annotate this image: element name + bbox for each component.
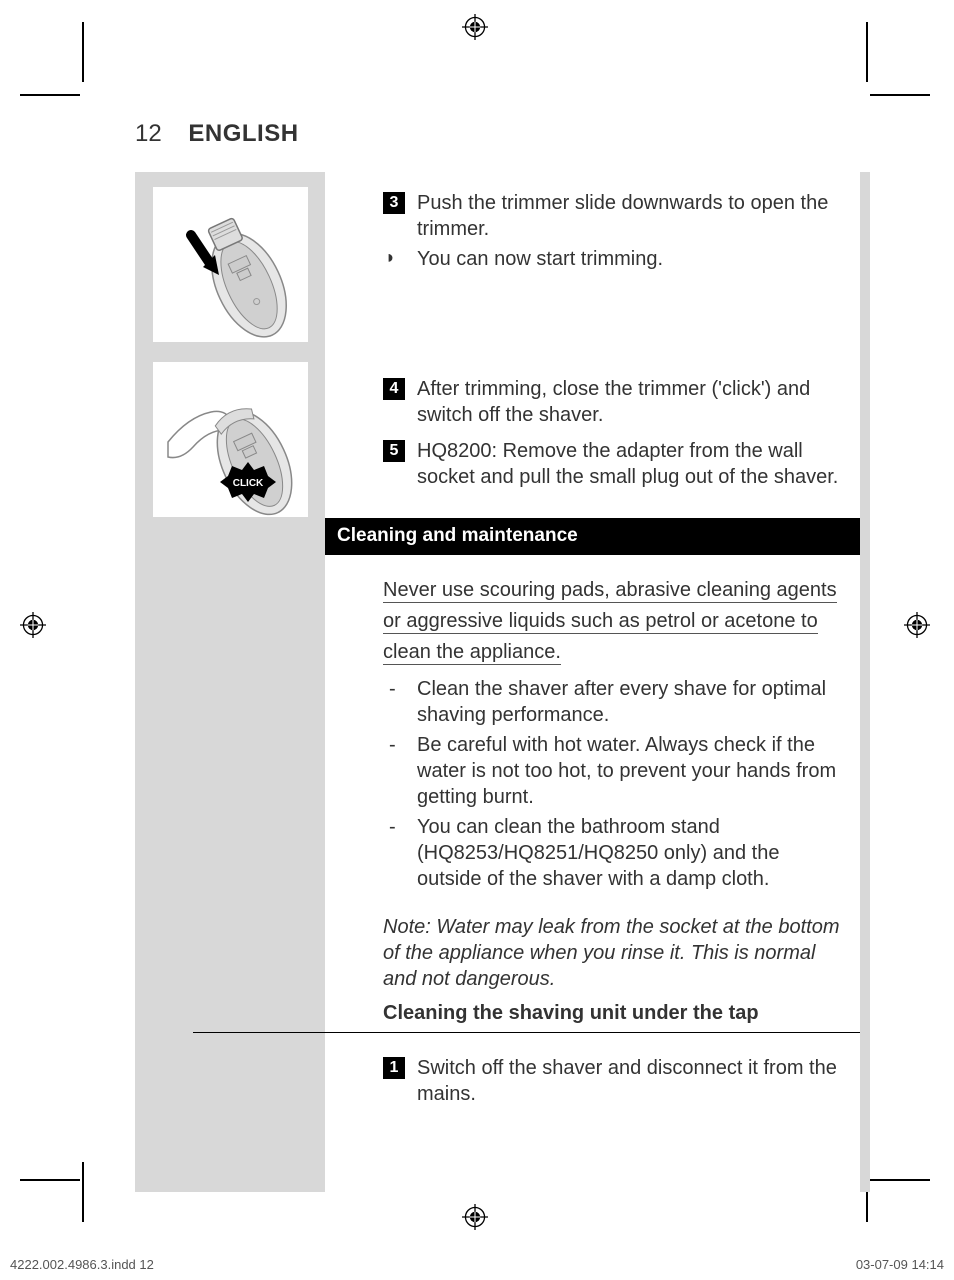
tip-item: Clean the shaver after every shave for o… <box>383 676 845 728</box>
step-number: 1 <box>383 1057 405 1079</box>
registration-mark-icon <box>904 612 930 638</box>
crop-mark <box>82 1162 84 1222</box>
step-text: HQ8200: Remove the adapter from the wall… <box>417 440 838 488</box>
step-text: Switch off the shaver and disconnect it … <box>417 1057 837 1105</box>
crop-mark <box>866 22 868 82</box>
tip-item: You can clean the bathroom stand (HQ8253… <box>383 814 845 892</box>
note-text: Note: Water may leak from the socket at … <box>383 914 845 992</box>
click-label: CLICK <box>233 478 264 489</box>
section-heading: Cleaning and maintenance <box>325 518 860 555</box>
subheading: Cleaning the shaving unit under the tap <box>193 1000 860 1033</box>
step-number: 4 <box>383 378 405 400</box>
crop-mark <box>870 94 930 96</box>
bullet-item: You can now start trimming. <box>383 246 845 272</box>
step-number: 5 <box>383 440 405 462</box>
registration-mark-icon <box>462 1204 488 1230</box>
text-column: 3 Push the trimmer slide downwards to op… <box>383 190 845 1111</box>
page-frame: 12 ENGLISH 3 Push the trimmer slide down… <box>80 22 870 1222</box>
bullet-text: You can now start trimming. <box>417 248 663 270</box>
step-number: 3 <box>383 192 405 214</box>
page-header: 12 ENGLISH <box>135 120 299 148</box>
page-number: 12 <box>135 120 162 147</box>
footer-datetime: 03-07-09 14:14 <box>856 1257 944 1272</box>
step-text: After trimming, close the trimmer ('clic… <box>417 378 810 426</box>
step-3: 3 Push the trimmer slide downwards to op… <box>383 190 845 242</box>
registration-mark-icon <box>20 612 46 638</box>
illustration-trimmer-close: CLICK <box>153 362 308 517</box>
step-5: 5 HQ8200: Remove the adapter from the wa… <box>383 438 845 490</box>
registration-mark-icon <box>462 14 488 40</box>
footer-file: 4222.002.4986.3.indd 12 <box>10 1257 154 1272</box>
warning-text: Never use scouring pads, abrasive cleani… <box>383 575 845 668</box>
crop-mark <box>20 1179 80 1181</box>
language-label: ENGLISH <box>188 120 298 147</box>
crop-mark <box>20 94 80 96</box>
crop-mark <box>82 22 84 82</box>
crop-mark <box>870 1179 930 1181</box>
step-text: Push the trimmer slide downwards to open… <box>417 192 828 240</box>
step-1: 1 Switch off the shaver and disconnect i… <box>383 1055 845 1107</box>
tip-item: Be careful with hot water. Always check … <box>383 732 845 810</box>
content-box: 3 Push the trimmer slide downwards to op… <box>135 172 870 1192</box>
step-4: 4 After trimming, close the trimmer ('cl… <box>383 376 845 428</box>
print-footer: 4222.002.4986.3.indd 12 03-07-09 14:14 <box>0 1257 954 1272</box>
text-column-bg: 3 Push the trimmer slide downwards to op… <box>325 172 860 1192</box>
illustration-trimmer-open <box>153 187 308 342</box>
